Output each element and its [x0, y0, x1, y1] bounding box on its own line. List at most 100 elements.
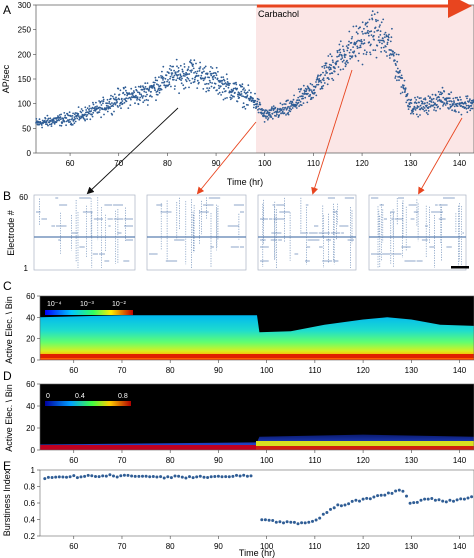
ap-rate-point [302, 102, 305, 104]
burstiness-point [180, 475, 184, 479]
ap-rate-point [322, 71, 324, 74]
raster-frame [146, 194, 247, 271]
burstiness-point [65, 475, 68, 479]
ap-rate-point [311, 83, 314, 86]
ap-rate-point [157, 87, 160, 90]
ap-rate-point [419, 114, 421, 116]
burstiness-point [455, 498, 459, 502]
burstiness-point [314, 518, 318, 522]
panel-b-rasters [33, 194, 467, 271]
burstiness-point [350, 499, 354, 503]
panel-c-heatmap [40, 315, 474, 360]
burstiness-point [307, 520, 311, 524]
burstiness-point [376, 494, 380, 498]
burstiness-point [112, 474, 115, 478]
ap-rate-point [460, 105, 463, 107]
burstiness-point [173, 474, 177, 478]
ap-rate-point [323, 82, 326, 84]
burstiness-point [104, 474, 108, 478]
ap-rate-point [407, 108, 410, 110]
ap-rate-point [228, 84, 230, 87]
ap-rate-point [302, 95, 304, 98]
ap-rate-point [123, 93, 126, 96]
ap-rate-point [109, 103, 112, 105]
ap-rate-point [363, 27, 365, 30]
ap-rate-point [434, 94, 437, 97]
ap-rate-point [422, 98, 425, 100]
ap-rate-point [379, 30, 382, 33]
ap-rate-point [223, 79, 226, 82]
ap-rate-point [453, 101, 455, 104]
burstiness-point [54, 475, 58, 479]
ap-rate-point [379, 24, 381, 26]
ap-rate-point [347, 61, 349, 64]
ap-rate-point [272, 105, 275, 107]
ap-rate-point [263, 121, 266, 123]
burstiness-point [130, 474, 134, 478]
ap-rate-point [421, 101, 424, 103]
ap-rate-point [111, 102, 113, 104]
ap-rate-point [432, 104, 434, 107]
ap-rate-point [136, 96, 139, 99]
ap-rate-point [94, 110, 97, 112]
ap-rate-point [63, 120, 66, 123]
ap-rate-point [442, 105, 444, 107]
ap-rate-point [100, 104, 103, 106]
ap-rate-point [161, 75, 164, 78]
burstiness-point [245, 474, 249, 478]
panel-e-points [43, 473, 474, 526]
ap-rate-point [175, 79, 178, 82]
ap-rate-point [241, 106, 244, 109]
raster-snapshot-3 [257, 194, 357, 271]
ap-rate-point [113, 98, 116, 101]
ap-rate-point [160, 76, 163, 79]
ap-rate-point [129, 104, 132, 106]
raster-frame [368, 194, 467, 271]
ap-rate-point [258, 101, 261, 104]
ap-rate-point [111, 95, 114, 98]
ap-rate-point [162, 77, 165, 79]
ap-rate-point [70, 115, 72, 118]
ap-rate-point [230, 94, 233, 97]
ap-rate-point [398, 79, 400, 82]
burstiness-point [379, 493, 383, 497]
ap-rate-point [367, 32, 370, 35]
burstiness-point [397, 488, 401, 492]
ap-rate-point [189, 59, 192, 61]
burstiness-point [325, 511, 329, 514]
ap-rate-point [129, 93, 131, 95]
ap-rate-point [351, 36, 354, 38]
ap-rate-point [352, 25, 355, 28]
burstiness-point [43, 477, 47, 481]
ap-rate-point [142, 101, 145, 104]
panel-d-y-axis: 0 20 40 60 [26, 380, 40, 455]
ap-rate-point [119, 89, 122, 92]
burstiness-point [263, 518, 267, 522]
ap-rate-point [471, 107, 474, 110]
ap-rate-point [283, 112, 286, 115]
ap-rate-point [444, 104, 447, 106]
ap-rate-point [351, 55, 354, 57]
ap-rate-point [86, 107, 89, 110]
ap-rate-point [46, 123, 48, 126]
panel-b-label: B [3, 189, 11, 203]
ap-rate-point [106, 98, 109, 101]
ap-rate-point [443, 90, 446, 93]
ap-rate-point [287, 99, 289, 102]
ap-rate-point [399, 92, 402, 95]
ap-rate-point [164, 77, 167, 80]
ap-rate-point [80, 108, 83, 110]
ap-rate-point [262, 109, 265, 111]
ap-rate-point [235, 83, 238, 86]
panel-d-bottom-band-post [256, 441, 474, 446]
ap-rate-point [118, 93, 121, 96]
ap-rate-point [201, 77, 204, 80]
x-tick-label: 100 [260, 456, 274, 465]
ap-rate-point [271, 106, 273, 109]
ap-rate-point [410, 102, 413, 104]
ap-rate-point [73, 116, 76, 118]
ap-rate-point [144, 82, 147, 85]
ap-rate-point [142, 85, 144, 88]
ap-rate-point [274, 106, 277, 109]
burstiness-point [282, 521, 285, 525]
